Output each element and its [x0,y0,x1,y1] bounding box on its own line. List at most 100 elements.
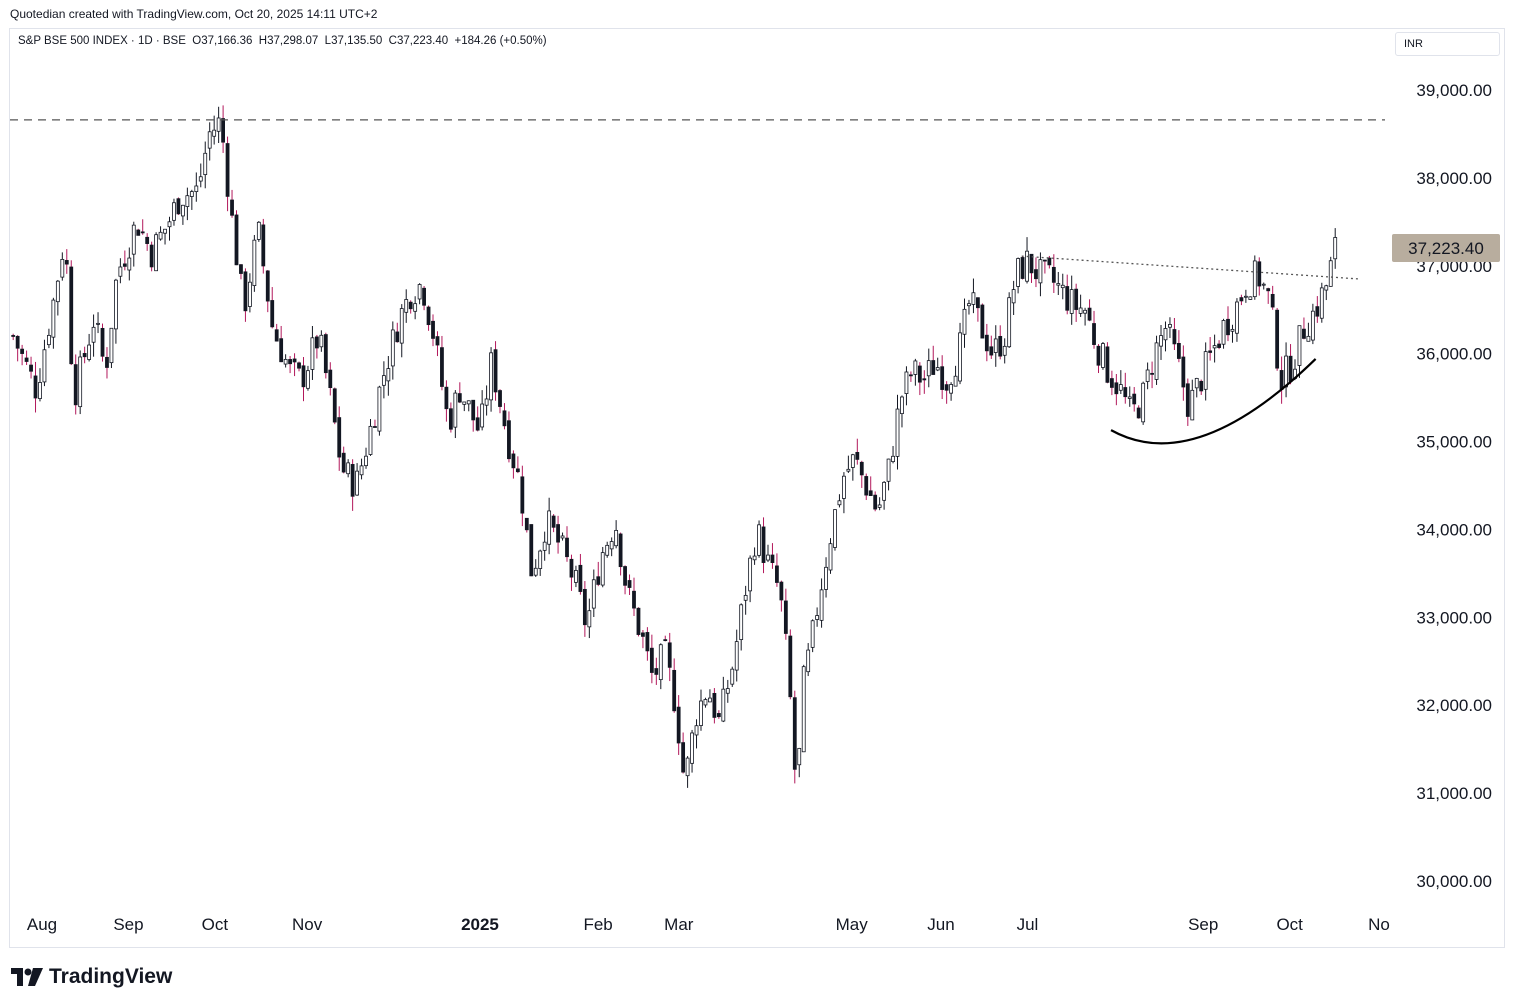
candle-body [520,476,525,514]
candle-body [587,610,592,628]
candle-body [667,642,672,668]
candle-body [1168,324,1172,328]
candle-body [1087,307,1092,321]
candle-body [708,697,712,703]
candle-body [33,375,38,399]
currency-selector[interactable]: INR [1395,32,1500,56]
time-tick-label: 2025 [461,915,499,934]
candle-body [864,476,869,496]
candle-body [1007,297,1012,348]
candle-body [917,365,922,383]
candle-body [297,362,301,369]
candle-body [457,393,462,403]
candle-body [690,732,694,764]
candle-body [511,453,516,469]
close-value: 37,223.40 [396,35,449,47]
candle-body [940,366,945,390]
symbol-name: S&P BSE 500 INDEX · 1D · BSE [18,35,186,47]
candle-body [1029,253,1034,274]
candle-body [783,600,788,634]
candle-body [757,524,761,556]
chart-frame[interactable] [9,28,1505,948]
candle-body [980,304,985,339]
candle-body [1159,335,1163,347]
candle-body [855,451,860,460]
candle-body [1060,284,1065,289]
candle-body [721,688,726,722]
candle-body [556,524,560,543]
candle-body [725,688,730,694]
candle-body [408,301,413,310]
price-axis[interactable]: 39,000.0038,000.0037,000.0036,000.0035,0… [1416,81,1492,891]
candle-body [448,408,453,430]
candle-body [243,271,248,312]
candle-body [1056,283,1061,286]
candle-body [1114,382,1119,395]
candle-body [1279,370,1284,390]
candle-body [475,417,480,431]
candle-body [69,266,74,365]
candle-body [1096,345,1101,366]
candle-body [47,334,51,346]
candle-body [1181,356,1186,388]
time-tick-label: Mar [664,915,694,934]
candle-body [1038,259,1043,284]
candle-body [891,455,895,463]
candle-body [435,336,440,346]
candle-body [51,299,56,338]
candle-body [605,544,610,556]
low-value: 37,135.50 [331,35,383,47]
candle-body [1163,328,1168,341]
candle-body [976,297,980,309]
candle-body [73,364,78,406]
candle-body [350,464,355,497]
candle-body [283,358,288,365]
time-tick-label: Oct [1276,915,1303,934]
open-label: O [192,35,202,47]
candle-body [712,692,717,718]
candle-body [792,697,797,770]
candle-body [1069,289,1074,314]
candle-body [828,543,833,571]
time-tick-label: No [1368,915,1390,934]
candle-body [801,666,806,753]
candle-body [1065,286,1070,311]
candle-body [234,214,239,266]
candle-body [614,529,619,547]
candle-body [935,367,940,371]
price-tick-label: 35,000.00 [1416,433,1492,452]
candle-body [149,244,154,268]
candle-body [984,334,989,352]
candle-body [748,557,753,592]
candle-body [158,231,163,240]
candle-body [87,344,92,360]
candle-body [752,555,757,561]
candle-body [274,329,279,342]
candle-body [967,303,971,307]
candle-body [301,365,306,388]
candle-body [560,535,565,539]
candle-body [596,576,601,585]
time-axis[interactable]: Aug Sep Oct Nov 2025 Feb Mar May Jun Jul Sep Oct No [27,915,1390,934]
tradingview-logo[interactable]: TradingView [11,965,172,989]
candle-body [15,335,20,349]
candle-body [676,706,681,744]
candle-body [502,410,507,427]
candle-body [998,335,1003,357]
candle-body [355,470,359,496]
candle-body [1266,288,1271,292]
candle-body [716,713,721,718]
close-label: C [388,35,397,47]
rounding-bottom-arc[interactable] [1110,358,1317,445]
candle-body [364,455,368,467]
candle-body [189,191,194,197]
candle-body [252,239,257,286]
candle-body [743,594,748,601]
price-tick-label: 39,000.00 [1416,81,1492,100]
trend-line[interactable] [1021,255,1359,280]
time-tick-label: Aug [27,915,57,934]
candle-body [730,668,735,685]
last-price-label: 37,223.40 [1392,234,1500,262]
candle-body [136,229,141,236]
